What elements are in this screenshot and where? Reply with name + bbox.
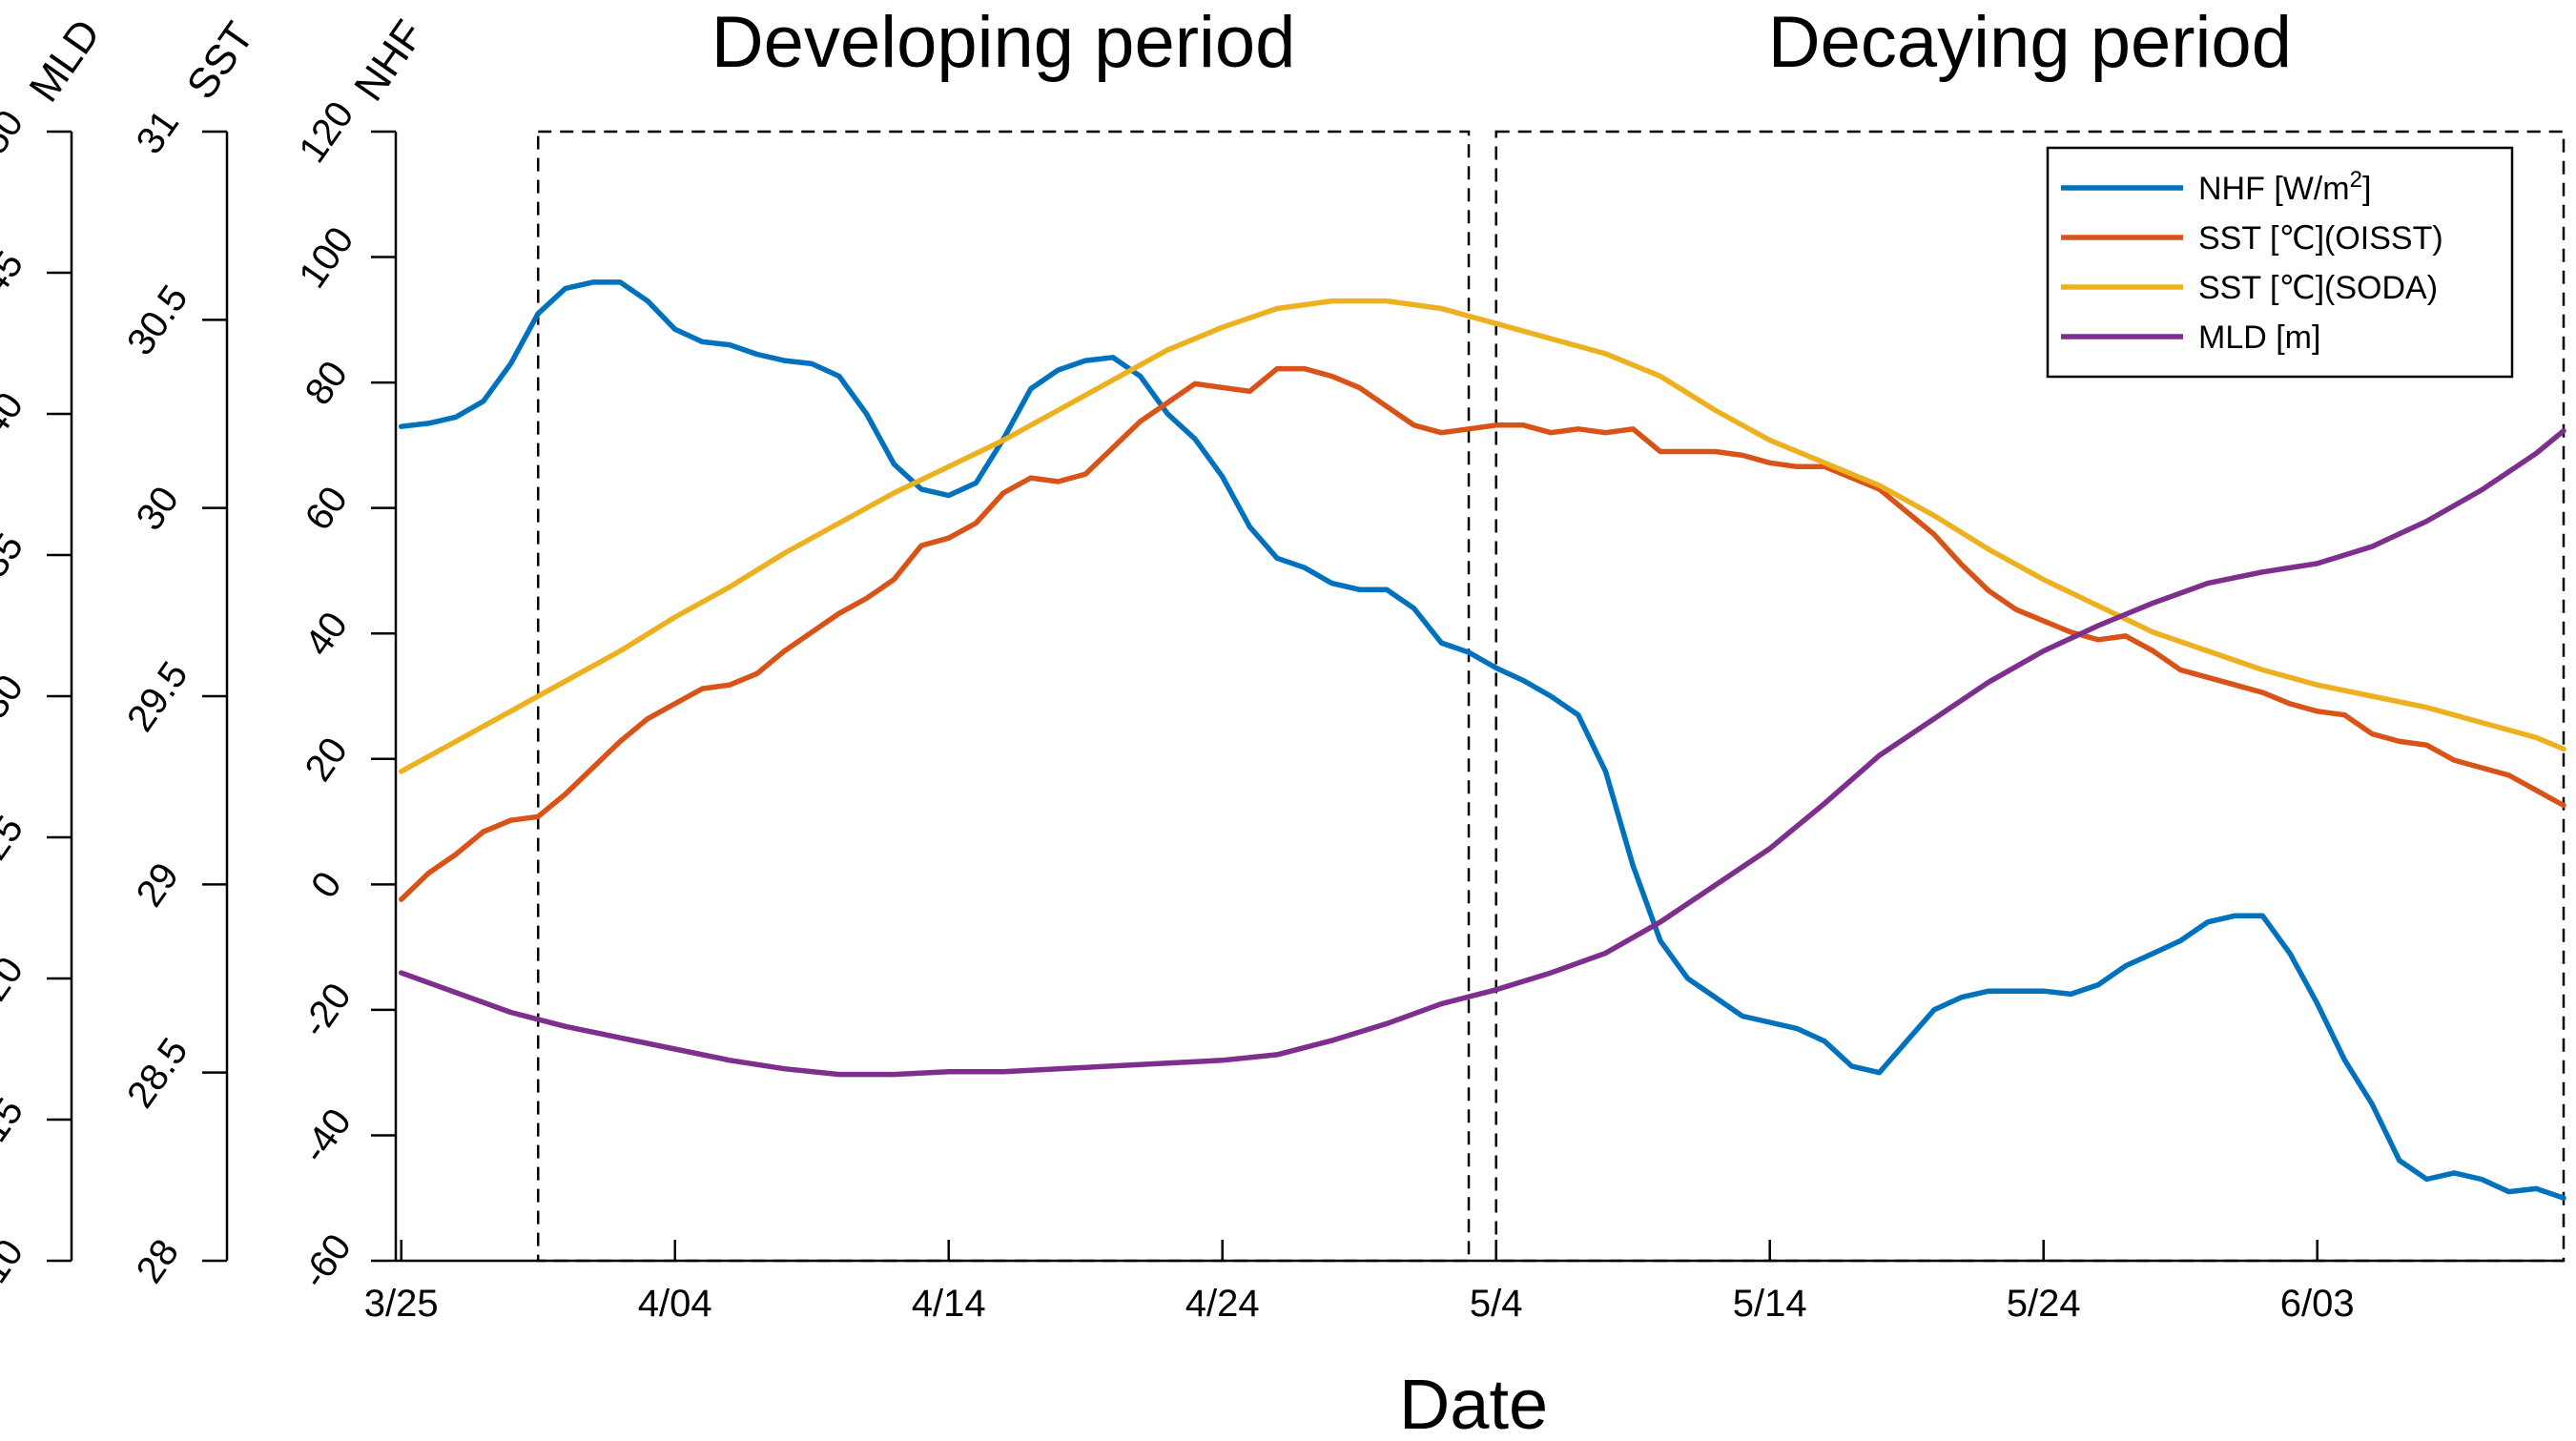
series-line-sst-oisst — [398, 365, 2566, 902]
sst-tick-label: 31 — [129, 103, 188, 162]
mld-tick-label: 15 — [0, 1091, 31, 1150]
legend-entry: NHF [W/m2] — [2198, 167, 2371, 208]
legend-superscript: 2 — [2350, 167, 2362, 193]
nhf-tick-label: -60 — [294, 1226, 360, 1296]
nhf-tick-label: 80 — [298, 354, 357, 413]
period-title: Developing period — [711, 2, 1296, 83]
nhf-tick-label: -40 — [294, 1101, 360, 1171]
legend-entry: MLD [m] — [2198, 319, 2320, 356]
x-axis-title: Date — [1399, 1365, 1548, 1441]
series-line-mld — [398, 428, 2566, 1078]
series-line-nhf — [398, 279, 2566, 1201]
legend-entry: SST [℃](SODA) — [2198, 270, 2438, 306]
period-title: Decaying period — [1768, 2, 2292, 83]
sst-tick-label: 30 — [129, 479, 188, 538]
nhf-tick-label: 100 — [291, 219, 361, 296]
x-tick-label: 3/25 — [364, 1283, 439, 1325]
mld-tick-label: 50 — [0, 103, 31, 162]
sst-tick-label: 29 — [129, 855, 188, 915]
sst-tick-label: 28 — [129, 1232, 188, 1291]
mld-tick-label: 35 — [0, 526, 31, 586]
x-tick-label: 4/14 — [912, 1283, 986, 1325]
series-lines — [398, 279, 2566, 1201]
series-line-sst-soda — [398, 298, 2566, 774]
mld-tick-label: 45 — [0, 244, 31, 303]
x-tick-label: 5/24 — [2007, 1283, 2081, 1325]
mld-tick-label: 30 — [0, 668, 31, 727]
nhf-tick-label: 60 — [298, 479, 357, 538]
x-tick-label: 4/24 — [1185, 1283, 1260, 1325]
legend: NHF [W/m2] SST [℃](OISST) SST [℃](SODA) MLD… — [2046, 146, 2514, 379]
x-tick-label: 6/03 — [2280, 1283, 2355, 1325]
nhf-tick-label: 20 — [298, 730, 357, 789]
mld-tick-label: 40 — [0, 385, 31, 444]
x-tick-label: 5/4 — [1470, 1283, 1523, 1325]
nhf-tick-label: 40 — [298, 605, 357, 664]
legend-entry: SST [℃](OISST) — [2198, 220, 2443, 257]
sst-tick-label: 30.5 — [119, 278, 196, 362]
mld-tick-label: 25 — [0, 809, 31, 868]
nhf-axis-title: NHF — [345, 12, 433, 110]
nhf-tick-label: 0 — [303, 864, 350, 905]
mld-tick-label: 20 — [0, 950, 31, 1009]
sst-tick-label: 28.5 — [119, 1031, 196, 1116]
mld-tick-label: 10 — [0, 1232, 31, 1291]
x-tick-label: 4/04 — [638, 1283, 712, 1325]
x-tick-label: 5/14 — [1733, 1283, 1807, 1325]
nhf-tick-label: -20 — [294, 976, 360, 1045]
nhf-tick-label: 120 — [291, 94, 361, 171]
sst-axis-title: SST — [178, 14, 263, 108]
mld-axis-title: MLD — [20, 11, 109, 111]
sst-tick-label: 29.5 — [119, 654, 196, 739]
